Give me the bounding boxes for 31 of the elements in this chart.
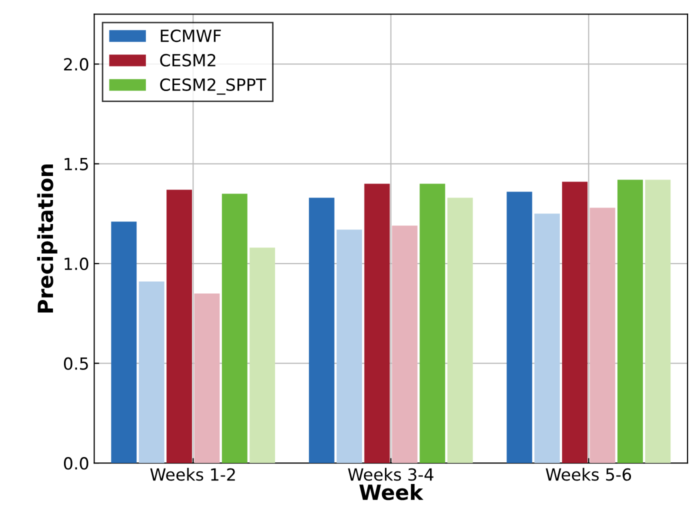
bar (222, 194, 248, 464)
bar (364, 184, 390, 464)
y-tick-label: 2.0 (64, 58, 88, 71)
bar (138, 282, 164, 464)
x-tick-label: Weeks 1-2 (150, 468, 235, 481)
bar (590, 208, 616, 464)
bar (447, 198, 473, 464)
x-tick-label: Weeks 5-6 (546, 468, 632, 481)
bar (392, 226, 418, 464)
x-axis-title: Week (359, 484, 424, 500)
legend-label: ECMWF (160, 29, 221, 42)
x-tick-label: Weeks 3-4 (348, 468, 434, 481)
bar (562, 182, 588, 464)
y-tick-label: 0.0 (64, 457, 88, 470)
bar (645, 180, 671, 464)
legend-label: CESM2 (160, 54, 216, 67)
bar (250, 248, 276, 464)
bar (617, 180, 643, 464)
bar (336, 230, 362, 464)
y-tick-label: 0.5 (64, 357, 88, 370)
bar (308, 198, 334, 464)
y-tick-label: 1.0 (64, 258, 88, 270)
bar (194, 293, 220, 464)
bar (166, 190, 192, 464)
y-axis-title: Precipitation (37, 164, 58, 312)
legend-label: CESM2_SPPT (160, 78, 266, 95)
bar (506, 192, 532, 464)
bar (111, 222, 137, 464)
bar (420, 184, 446, 464)
bar (534, 214, 560, 464)
y-tick-label: 1.5 (64, 158, 88, 170)
